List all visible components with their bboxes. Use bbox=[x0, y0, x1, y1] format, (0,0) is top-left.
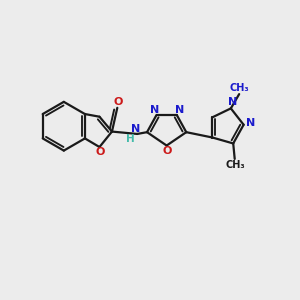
Text: O: O bbox=[163, 146, 172, 156]
Text: N: N bbox=[245, 118, 255, 128]
Text: N: N bbox=[149, 105, 159, 115]
Text: O: O bbox=[96, 147, 105, 157]
Text: O: O bbox=[114, 98, 123, 107]
Text: N: N bbox=[228, 98, 237, 107]
Text: CH₃: CH₃ bbox=[230, 83, 250, 93]
Text: N: N bbox=[175, 105, 184, 115]
Text: H: H bbox=[126, 134, 135, 144]
Text: CH₃: CH₃ bbox=[226, 160, 245, 170]
Text: N: N bbox=[131, 124, 140, 134]
